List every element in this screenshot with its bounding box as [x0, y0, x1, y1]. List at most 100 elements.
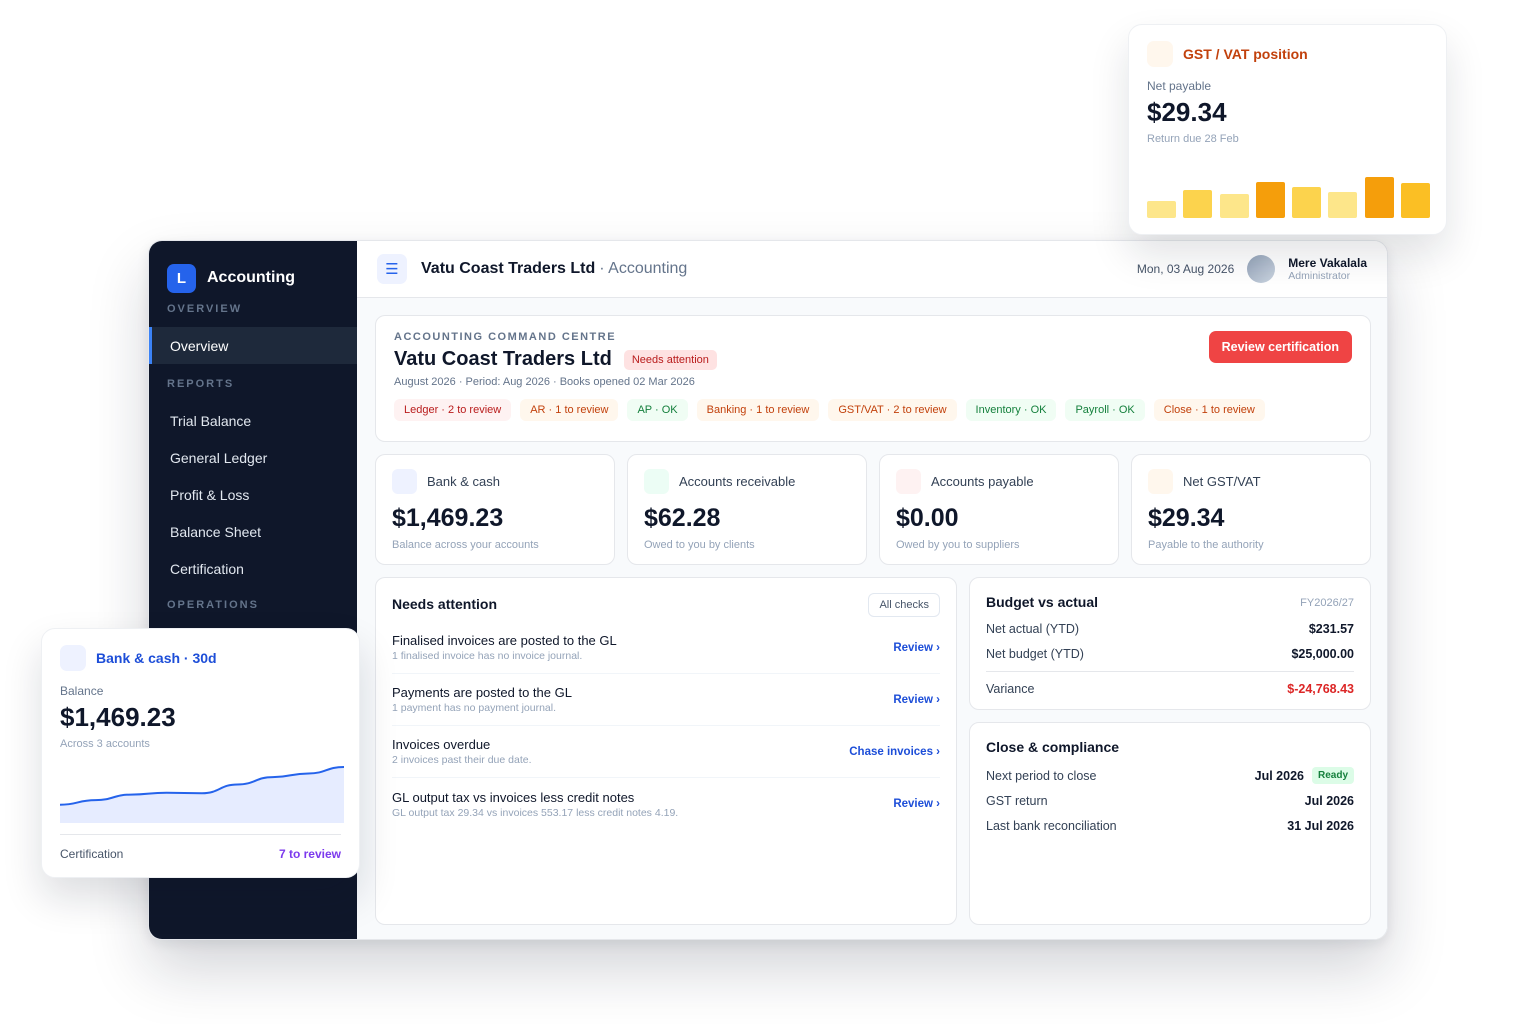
gst-card-due: Return due 28 Feb — [1147, 133, 1239, 145]
check-title: Payments are posted to the GL — [392, 685, 572, 700]
chip-inventory[interactable]: Inventory · OK — [965, 399, 1057, 421]
gst-card-value: $29.34 — [1147, 97, 1227, 127]
topbar-company: Vatu Coast Traders Ltd — [421, 260, 596, 277]
tax-icon — [1147, 41, 1173, 67]
bank-card-title: Bank & cash · 30d — [96, 650, 217, 666]
avatar[interactable] — [1247, 255, 1276, 283]
sidebar-item-general-ledger[interactable]: General Ledger — [170, 449, 268, 466]
close-compliance-panel: Close & compliance Next period to close … — [969, 722, 1371, 925]
bank-card-value: $1,469.23 — [60, 702, 176, 732]
chase-invoices-link[interactable]: Chase invoices › — [849, 745, 940, 758]
chip-banking[interactable]: Banking · 1 to review — [696, 399, 820, 421]
chip-ap[interactable]: AP · OK — [627, 399, 688, 421]
nav-section-operations: OPERATIONS — [167, 599, 259, 611]
next-period-label: Next period to close — [986, 768, 1097, 783]
kpi-accounts-payable[interactable]: Accounts payable $0.00 Owed by you to su… — [879, 454, 1119, 565]
kpi-label: Accounts payable — [931, 474, 1034, 489]
net-budget-label: Net budget (YTD) — [986, 646, 1084, 661]
kpi-sub: Owed by you to suppliers — [896, 539, 1020, 551]
kpi-value: $62.28 — [644, 504, 721, 532]
gst-bar — [1183, 190, 1213, 218]
close-title: Close & compliance — [986, 739, 1120, 755]
kpi-value: $1,469.23 — [392, 504, 504, 532]
sidebar-item-profit-loss[interactable]: Profit & Loss — [170, 486, 250, 503]
kpi-net-gst-vat[interactable]: Net GST/VAT $29.34 Payable to the author… — [1131, 454, 1371, 565]
chip-ar[interactable]: AR · 1 to review — [520, 399, 619, 421]
list-item: Invoices overdue 2 invoices past their d… — [392, 726, 940, 778]
net-budget-value: $25,000.00 — [1291, 646, 1354, 661]
command-centre-title: Vatu Coast Traders Ltd — [394, 348, 612, 370]
status-chips: Ledger · 2 to review AR · 1 to review AP… — [394, 399, 1352, 421]
nav-section-reports: REPORTS — [167, 378, 235, 390]
fiscal-year: FY2026/27 — [1300, 597, 1354, 609]
bank-card-sub: Across 3 accounts — [60, 738, 150, 750]
review-link[interactable]: Review › — [893, 693, 940, 706]
chip-ledger[interactable]: Ledger · 2 to review — [394, 399, 512, 421]
gst-return-value: Jul 2026 — [1304, 793, 1354, 808]
review-link[interactable]: Review › — [893, 798, 940, 810]
kpi-label: Accounts receivable — [679, 474, 796, 489]
menu-icon[interactable]: ☰ — [377, 254, 407, 284]
chip-close[interactable]: Close · 1 to review — [1153, 399, 1265, 421]
needs-attention-panel: Needs attention All checks Finalised inv… — [375, 577, 957, 925]
variance-value: $-24,768.43 — [1287, 681, 1354, 696]
chip-payroll[interactable]: Payroll · OK — [1065, 399, 1145, 421]
main-content: ☰ Vatu Coast Traders Ltd · Accounting Mo… — [357, 241, 1387, 939]
certification-review-link[interactable]: 7 to review — [278, 847, 341, 861]
sidebar-item-overview[interactable]: Overview — [149, 327, 357, 364]
gst-bar — [1292, 186, 1322, 218]
gst-return-label: GST return — [986, 793, 1048, 808]
check-desc: GL output tax 29.34 vs invoices 553.17 l… — [392, 806, 679, 819]
last-recon-label: Last bank reconciliation — [986, 818, 1117, 833]
user-name: Mere Vakalala — [1288, 256, 1367, 270]
chip-gst-vat[interactable]: GST/VAT · 2 to review — [828, 399, 957, 421]
next-period-value: Jul 2026 — [1254, 768, 1304, 783]
topbar-right: Mon, 03 Aug 2026 Mere Vakalala Administr… — [1137, 255, 1367, 283]
brand-name: Accounting — [207, 269, 295, 286]
check-desc: 2 invoices past their due date. — [392, 754, 532, 766]
gst-vat-floating-card[interactable]: GST / VAT position Net payable $29.34 Re… — [1128, 24, 1447, 235]
sidebar-item-certification[interactable]: Certification — [170, 560, 244, 577]
brand-logo-icon: L — [167, 263, 196, 293]
bank-trend-line — [60, 766, 344, 806]
sidebar-item-trial-balance[interactable]: Trial Balance — [170, 412, 252, 429]
check-title: GL output tax vs invoices less credit no… — [392, 789, 635, 805]
check-title: Invoices overdue — [392, 737, 491, 752]
bank-cash-floating-card[interactable]: Bank & cash · 30d Balance $1,469.23 Acro… — [41, 628, 360, 878]
brand[interactable]: L Accounting — [149, 241, 357, 295]
kpi-sub: Owed to you by clients — [644, 539, 755, 551]
check-desc: 1 payment has no payment journal. — [392, 702, 557, 714]
tax-icon — [1148, 469, 1173, 494]
divider — [986, 671, 1354, 672]
bank-icon — [392, 469, 417, 494]
receivable-icon — [644, 469, 669, 494]
gst-bar — [1255, 181, 1285, 218]
gst-card-title: GST / VAT position — [1183, 46, 1308, 62]
bank-icon — [60, 645, 86, 671]
all-checks-button[interactable]: All checks — [868, 593, 940, 617]
needs-attention-title: Needs attention — [392, 596, 498, 612]
sidebar-item-balance-sheet[interactable]: Balance Sheet — [170, 523, 262, 540]
net-actual-label: Net actual (YTD) — [986, 621, 1080, 636]
bank-trend-chart — [60, 766, 344, 823]
review-link[interactable]: Review › — [893, 641, 940, 654]
user-role: Administrator — [1288, 270, 1351, 282]
kpi-sub: Payable to the authority — [1148, 539, 1264, 551]
ready-badge: Ready — [1311, 767, 1354, 784]
kpi-value: $0.00 — [896, 504, 959, 532]
list-item: Finalised invoices are posted to the GL … — [392, 622, 940, 674]
accounting-app-window: L Accounting OVERVIEW Overview REPORTS T… — [148, 240, 1388, 940]
list-item: Payments are posted to the GL 1 payment … — [392, 674, 940, 726]
check-title: Finalised invoices are posted to the GL — [392, 633, 617, 648]
kpi-bank-cash[interactable]: Bank & cash $1,469.23 Balance across you… — [375, 454, 615, 565]
user-info[interactable]: Mere Vakalala Administrator — [1288, 256, 1367, 282]
topbar-section: · Accounting — [599, 260, 688, 277]
list-item: GL output tax vs invoices less credit no… — [392, 778, 940, 830]
last-recon-value: 31 Jul 2026 — [1287, 818, 1354, 833]
kpi-accounts-receivable[interactable]: Accounts receivable $62.28 Owed to you b… — [627, 454, 867, 565]
gst-bar — [1219, 194, 1249, 218]
gst-bar — [1401, 183, 1430, 218]
status-badge: Needs attention — [623, 349, 717, 370]
net-actual-row: Net actual (YTD) $231.57 — [986, 616, 1354, 641]
review-certification-button[interactable]: Review certification — [1208, 331, 1352, 363]
